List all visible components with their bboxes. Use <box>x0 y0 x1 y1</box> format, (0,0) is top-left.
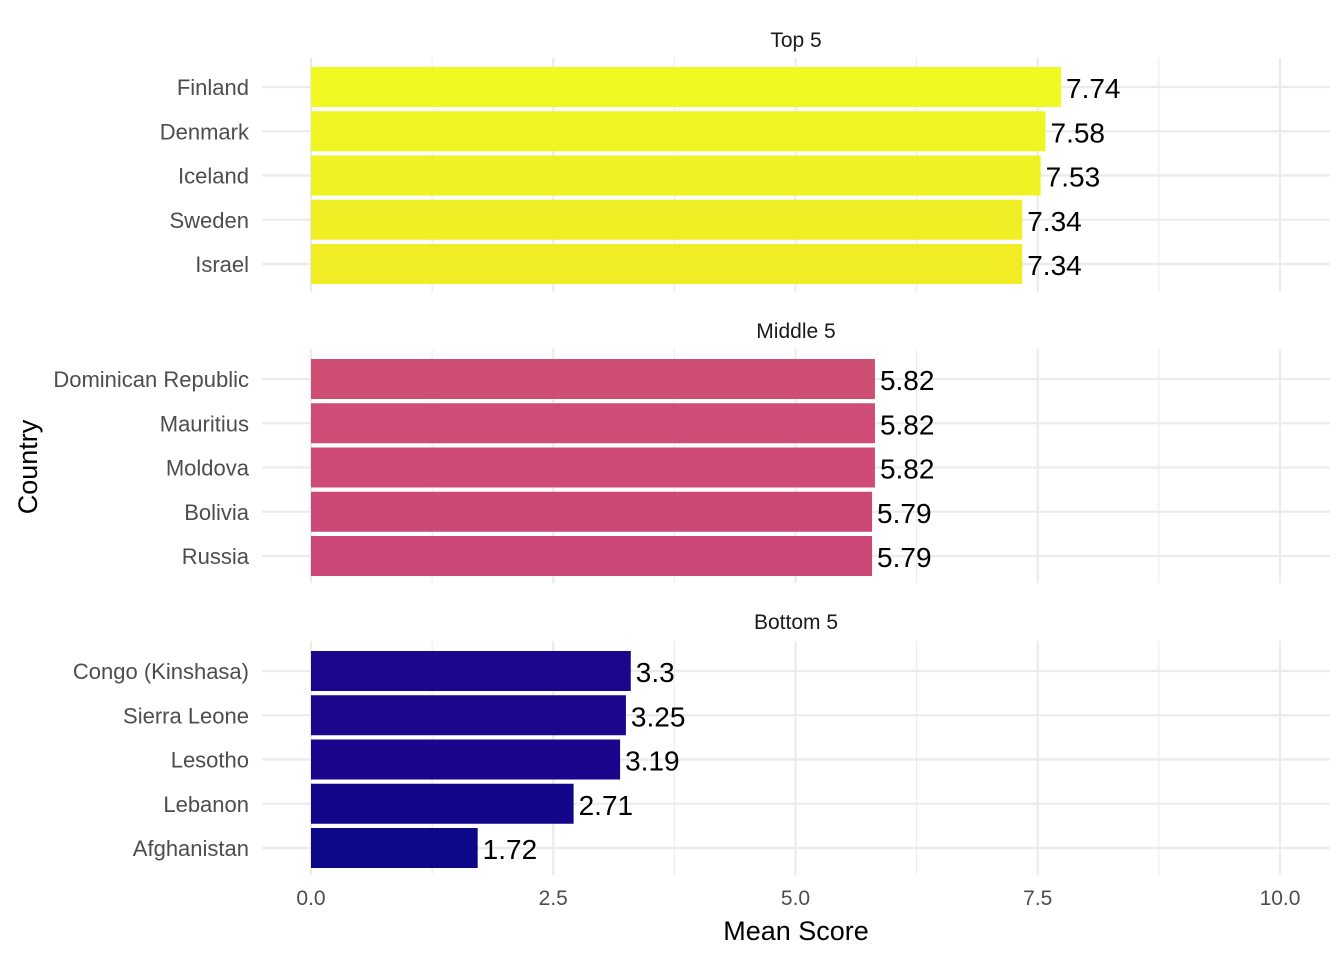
value-label: 7.58 <box>1051 117 1106 148</box>
bar-congo-kinshasa <box>311 651 631 691</box>
y-axis-title: Country <box>13 419 43 514</box>
category-label: Mauritius <box>160 411 249 436</box>
bar-russia <box>311 536 873 576</box>
category-label: Lebanon <box>163 792 249 817</box>
bar-denmark <box>311 111 1046 152</box>
category-label: Israel <box>195 252 249 277</box>
bar-moldova <box>311 447 875 488</box>
category-label: Dominican Republic <box>53 367 249 392</box>
value-label: 7.34 <box>1027 206 1082 237</box>
bar-israel <box>311 244 1023 284</box>
x-tick-label: 0.0 <box>296 887 325 910</box>
value-label: 5.82 <box>880 409 935 440</box>
bar-afghanistan <box>311 828 478 868</box>
value-label: 5.82 <box>880 365 935 396</box>
x-axis-title: Mean Score <box>723 916 869 946</box>
value-label: 3.3 <box>636 657 675 688</box>
category-label: Bolivia <box>184 500 250 525</box>
bar-sweden <box>311 199 1023 240</box>
labels: Top 5 Finland 7.74 Denmark 7.58 Iceland 7.53 Sw… <box>53 29 1300 910</box>
value-label: 7.34 <box>1027 250 1082 281</box>
value-label: 5.82 <box>880 454 935 485</box>
value-label: 2.71 <box>579 790 634 821</box>
bar-dominican-republic <box>311 359 875 399</box>
value-label: 7.53 <box>1046 162 1101 193</box>
bar-iceland <box>311 155 1041 196</box>
category-label: Finland <box>177 75 249 100</box>
x-tick-label: 2.5 <box>539 887 568 910</box>
facet-title: Top 5 <box>770 29 821 52</box>
bar-finland <box>311 67 1062 107</box>
bar-mauritius <box>311 403 875 444</box>
facet-title: Middle 5 <box>756 320 835 343</box>
category-label: Sweden <box>169 208 249 233</box>
category-label: Afghanistan <box>133 836 249 861</box>
category-label: Sierra Leone <box>123 703 249 728</box>
value-label: 1.72 <box>483 834 537 865</box>
category-label: Denmark <box>160 119 250 144</box>
category-label: Lesotho <box>171 748 249 773</box>
category-label: Congo (Kinshasa) <box>73 659 249 684</box>
category-label: Moldova <box>166 456 250 481</box>
bar-sierra-leone <box>311 695 626 736</box>
category-label: Iceland <box>178 164 249 189</box>
value-label: 7.74 <box>1066 73 1121 104</box>
bars <box>311 67 1062 868</box>
bar-lesotho <box>311 739 621 780</box>
value-label: 5.79 <box>877 498 932 529</box>
value-label: 5.79 <box>877 542 932 573</box>
value-label: 3.19 <box>625 746 680 777</box>
category-label: Russia <box>182 544 250 569</box>
x-tick-label: 5.0 <box>781 887 810 910</box>
x-tick-label: 7.5 <box>1023 887 1052 910</box>
facet-title: Bottom 5 <box>754 611 838 634</box>
bar-bolivia <box>311 491 873 532</box>
bar-lebanon <box>311 783 574 824</box>
value-label: 3.25 <box>631 701 686 732</box>
x-tick-label: 10.0 <box>1260 887 1301 910</box>
